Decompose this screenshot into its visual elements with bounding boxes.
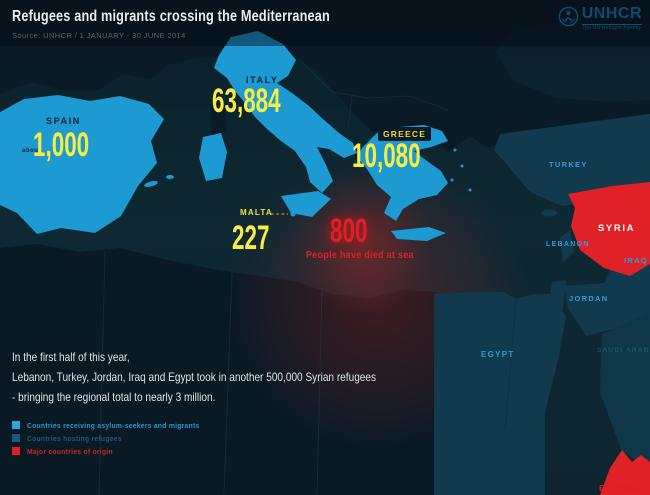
greece-shape <box>357 125 448 221</box>
eritrea-shape <box>600 450 650 495</box>
crete-shape <box>391 227 446 241</box>
lebanon-label: LEBANON <box>546 241 590 248</box>
jordan-label: JORDAN <box>569 294 609 303</box>
legend-item-hosting: Countries hosting refugees <box>12 433 219 443</box>
aegean-island <box>450 178 454 182</box>
aegean-island <box>453 148 457 152</box>
aegean-island <box>468 188 472 192</box>
page-title: Refugees and migrants crossing the Medit… <box>12 8 330 25</box>
deaths-value: 800 <box>330 212 368 250</box>
spain-qualifier: about <box>22 148 41 154</box>
summary-note-line: Lebanon, Turkey, Jordan, Iraq and Egypt … <box>12 369 377 384</box>
iraq-label: IRAQ <box>624 256 648 265</box>
egypt-shape <box>434 292 566 495</box>
unhcr-wordmark: UNHCR <box>581 5 642 22</box>
legend: Countries receiving asylum-seekers and m… <box>12 421 219 460</box>
cyprus-shape <box>541 209 557 217</box>
summary-note-line: In the first half of this year, <box>12 350 130 364</box>
europe-landmass-shape <box>0 0 650 152</box>
aegean-island <box>460 164 464 168</box>
malta-label: MALTA <box>240 208 273 217</box>
italy-value: 63,884 <box>212 82 281 120</box>
legend-item-origin: Major countries of origin <box>12 446 219 456</box>
greece-label: GREECE <box>378 127 432 141</box>
deaths-caption: People have died at sea <box>306 250 414 261</box>
syria-label: SYRIA <box>598 223 636 234</box>
summary-note: In the first half of this year, Lebanon,… <box>12 348 376 407</box>
legend-swatch-origin <box>12 447 20 455</box>
unhcr-emblem-icon <box>558 6 579 32</box>
saudi-arabia-shape <box>600 312 650 468</box>
spain-value: 1,000 <box>33 126 90 164</box>
legend-label: Countries hosting refugees <box>27 433 122 443</box>
spain-label: SPAIN <box>46 116 81 126</box>
source-caption: Source: UNHCR / 1 JANUARY - 30 JUNE 2014 <box>12 31 186 40</box>
legend-swatch-receiving <box>12 421 20 429</box>
spain-shape <box>0 95 164 234</box>
header-shade <box>0 0 650 46</box>
balearic-island-shape <box>144 181 158 187</box>
turkey-shape <box>494 114 650 208</box>
sicily-shape <box>281 191 331 217</box>
balkan-borders <box>299 59 449 129</box>
malta-value: 227 <box>232 219 270 257</box>
italy-label: ITALY <box>246 75 279 85</box>
legend-label: Major countries of origin <box>27 446 113 456</box>
italy-shape <box>214 31 357 193</box>
saudi-arabia-label: SAUDI ARABIA <box>597 347 650 354</box>
balearic-island-shape <box>166 175 174 179</box>
turkey-label: TURKEY <box>549 160 588 169</box>
syria-shape <box>568 182 650 276</box>
summary-note-line: - bringing the regional total to nearly … <box>12 389 216 404</box>
greece-value: 10,080 <box>352 137 421 175</box>
egypt-label: EGYPT <box>481 350 515 359</box>
legend-swatch-hosting <box>12 434 20 442</box>
legend-item-receiving: Countries receiving asylum-seekers and m… <box>12 420 219 430</box>
lebanon-shape <box>560 230 574 262</box>
nile-river <box>504 299 517 431</box>
sardinia-shape <box>199 133 227 181</box>
legend-label: Countries receiving asylum-seekers and m… <box>27 420 200 430</box>
corsica-shape <box>210 102 227 135</box>
eritrea-label: ERITREA <box>599 483 644 493</box>
malta-island-shape <box>290 211 296 217</box>
unhcr-logo: UNHCR The UN Refugee Agency <box>558 6 642 32</box>
unhcr-tagline: The UN Refugee Agency <box>581 24 642 31</box>
